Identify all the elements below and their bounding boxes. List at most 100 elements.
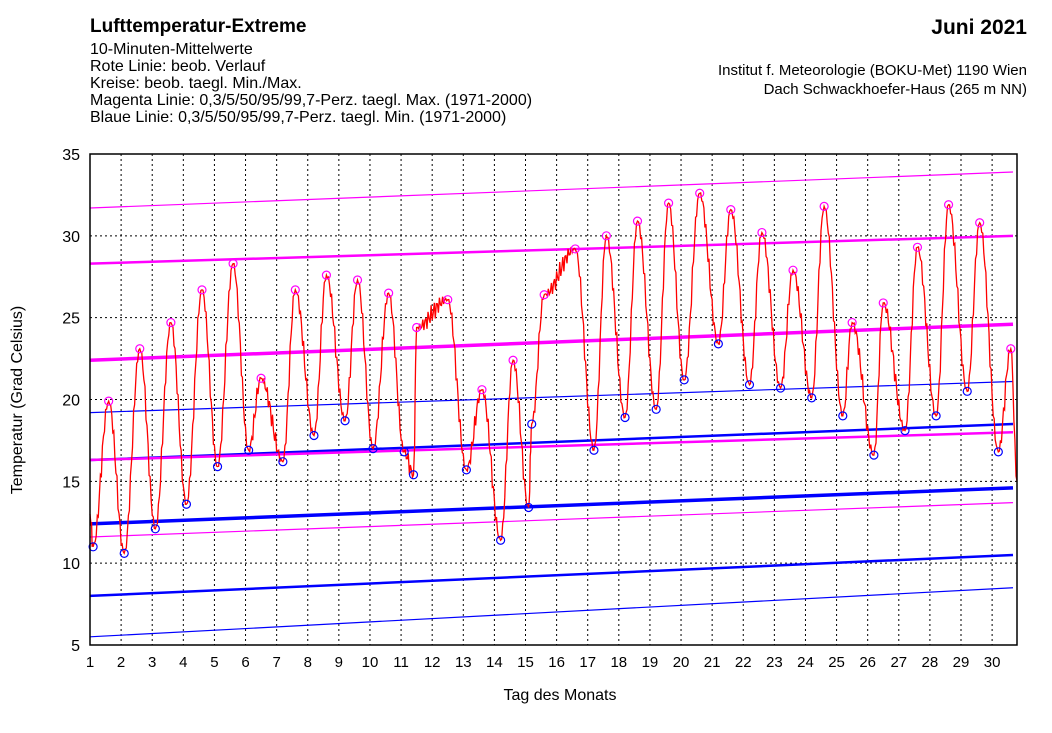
daily-min-marker (744, 380, 755, 390)
daily-max-marker (197, 285, 207, 295)
institute-label: Institut f. Meteorologie (BOKU-Met) 1190… (717, 62, 1027, 79)
x-tick-label: 1 (86, 654, 94, 671)
x-tick-label: 29 (953, 654, 970, 671)
y-tick-label: 15 (62, 474, 80, 491)
x-tick-label: 13 (455, 654, 472, 671)
x-tick-label: 8 (304, 654, 312, 671)
daily-max-marker (321, 270, 332, 280)
daily-max-marker (290, 285, 300, 295)
y-tick-label: 10 (62, 556, 80, 573)
x-tick-label: 21 (704, 654, 721, 671)
daily-min-marker (244, 445, 254, 455)
daily-min-marker (993, 447, 1003, 457)
daily-min-marker (524, 502, 534, 513)
daily-min-marker (340, 416, 350, 426)
y-tick-label: 5 (71, 638, 80, 655)
month-label: Juni 2021 (931, 16, 1027, 39)
daily-min-marker (212, 462, 223, 472)
daily-min-marker (399, 447, 409, 457)
daily-max-marker (632, 216, 643, 226)
x-tick-label: 9 (335, 654, 343, 671)
min-percentile-line-5 (89, 553, 1014, 598)
x-tick-label: 3 (148, 654, 156, 671)
min-percentile-line-50 (89, 486, 1014, 526)
daily-min-marker (651, 404, 661, 414)
daily-max-marker (847, 317, 857, 328)
max-percentile-line-5 (89, 430, 1014, 462)
x-tick-label: 20 (673, 654, 690, 671)
location-label: Dach Schwackhoefer-Haus (265 m NN) (763, 81, 1027, 98)
x-tick-label: 16 (548, 654, 565, 671)
daily-max-marker (539, 290, 549, 300)
description-line-4: Magenta Linie: 0,3/5/50/95/99,7-Perz. ta… (90, 92, 533, 109)
description-line-1: 10-Minuten-Mittelwerte (90, 41, 253, 58)
daily-max-marker (135, 344, 145, 354)
x-tick-label: 4 (179, 654, 187, 671)
description-line-2: Rote Linie: beob. Verlauf (90, 58, 266, 75)
daily-max-marker (695, 188, 705, 198)
x-tick-label: 5 (210, 654, 218, 671)
daily-min-marker (368, 444, 378, 454)
daily-max-marker (412, 322, 422, 333)
daily-max-marker (443, 295, 453, 305)
daily-min-marker (496, 535, 506, 545)
daily-min-marker (900, 425, 910, 436)
daily-max-marker (788, 265, 798, 275)
x-tick-label: 28 (922, 654, 939, 671)
x-tick-label: 7 (272, 654, 280, 671)
max-percentile-line-50 (89, 322, 1014, 362)
daily-max-marker (477, 385, 487, 395)
x-tick-label: 18 (610, 654, 627, 671)
daily-max-marker (256, 373, 266, 383)
description-line-3: Kreise: beob. taegl. Min./Max. (90, 75, 302, 92)
daily-max-marker (166, 317, 176, 328)
daily-min-marker (527, 419, 537, 429)
daily-max-marker (570, 244, 580, 254)
daily-max-marker (912, 242, 923, 252)
daily-min-marker (278, 457, 288, 467)
daily-max-marker (1006, 344, 1016, 354)
daily-min-marker (309, 430, 319, 441)
daily-max-marker (878, 298, 888, 308)
daily-min-marker (620, 412, 630, 423)
daily-max-marker (228, 259, 238, 269)
x-tick-label: 30 (984, 654, 1001, 671)
min-percentile-lines (89, 380, 1014, 638)
y-tick-label: 20 (62, 393, 80, 410)
daily-max-marker (104, 396, 114, 406)
daily-min-marker (838, 411, 848, 421)
daily-min-marker (713, 339, 723, 349)
x-tick-label: 10 (362, 654, 379, 671)
daily-min-marker (589, 445, 599, 455)
max-percentile-lines (89, 171, 1014, 538)
min-percentile-line-99-7 (89, 380, 1014, 414)
daily-max-marker (757, 227, 767, 238)
chart-title: Lufttemperatur-Extreme (90, 16, 307, 37)
x-axis-label: Tag des Monats (504, 687, 617, 704)
daily-min-marker (931, 411, 941, 421)
min-percentile-line-95 (89, 422, 1014, 462)
tick-labels: 1 2 3 4 5 6 7 8 9 10 11 12 13 14 15 16 17 18 19 20 21 22 23 24 2… (62, 147, 1000, 671)
daily-max-marker (508, 355, 518, 365)
x-tick-label: 6 (241, 654, 249, 671)
y-tick-label: 30 (62, 229, 80, 246)
daily-min-marker (181, 499, 192, 509)
daily-min-marker (775, 383, 786, 393)
extreme-markers (88, 188, 1016, 558)
x-tick-label: 27 (890, 654, 907, 671)
daily-max-marker (819, 201, 829, 211)
daily-min-marker (679, 375, 689, 385)
daily-min-marker (408, 470, 419, 480)
daily-max-marker (352, 275, 363, 285)
x-tick-label: 26 (859, 654, 876, 671)
daily-max-marker (975, 218, 985, 228)
y-tick-label: 25 (62, 311, 80, 328)
y-axis-label: Temperatur (Grad Celsius) (9, 306, 26, 495)
daily-min-marker (119, 548, 129, 558)
x-tick-label: 19 (642, 654, 659, 671)
daily-min-marker (88, 542, 98, 552)
x-tick-label: 14 (486, 654, 503, 671)
daily-max-marker (943, 200, 954, 210)
x-tick-label: 25 (828, 654, 845, 671)
x-tick-label: 17 (579, 654, 596, 671)
